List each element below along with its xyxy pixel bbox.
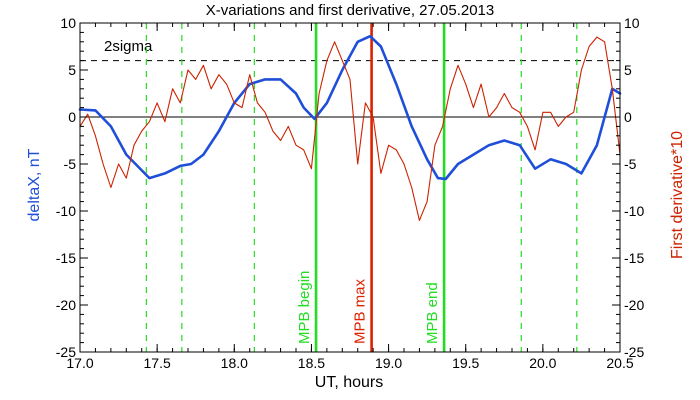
two-sigma-label: 2sigma [104,38,153,55]
y-tick-label-left: 5 [68,62,76,78]
x-tick-label: 17.5 [144,355,171,371]
y-tick-label-left: 10 [60,15,76,31]
y-tick-label-right: -15 [624,250,644,266]
derivative-series-line [79,36,621,221]
y-tick-label-right: -5 [624,156,637,172]
x-tick-label: 20.0 [529,355,556,371]
y-tick-label-left: -15 [56,250,76,266]
y-tick-label-right: -20 [624,297,644,313]
x-tick-label: 20.5 [606,355,633,371]
y-tick-label-right: 0 [624,109,632,125]
y-axis-left-label: deltaX, nT [26,148,43,221]
x-axis-label: UT, hours [315,374,383,391]
x-tick-label: 17.0 [66,355,93,371]
y-tick-label-right: 10 [624,15,640,31]
plot-area: 17.0 17.5 18.0 18.5 19.0 19.5 20.0 20.5 10 5 0 -5 -1… [56,15,645,371]
marker-label-mpb-begin: MPB begin [296,271,313,344]
y-tick-label-left: -20 [56,297,76,313]
y-tick-label-left: 0 [68,109,76,125]
y-tick-label-right: -25 [624,344,644,360]
marker-label-mpb-end: MPB end [424,282,441,344]
x-tick-label: 18.0 [221,355,248,371]
x-tick-label: 19.5 [452,355,479,371]
x-tick-label: 18.5 [298,355,325,371]
x-tick-label: 19.0 [375,355,402,371]
y-axis-right-label: First derivative*10 [669,131,686,259]
y-tick-label-left: -10 [56,203,76,219]
y-tick-label-left: -5 [64,156,77,172]
y-tick-label-right: -10 [624,203,644,219]
marker-label-mpb-max: MPB max [352,278,369,344]
plot-frame [79,22,621,353]
y-tick-label-right: 5 [624,62,632,78]
y-tick-label-left: -25 [56,344,76,360]
chart-title: X-variations and first derivative, 27.05… [206,2,495,19]
deltax-series-line [78,34,622,181]
